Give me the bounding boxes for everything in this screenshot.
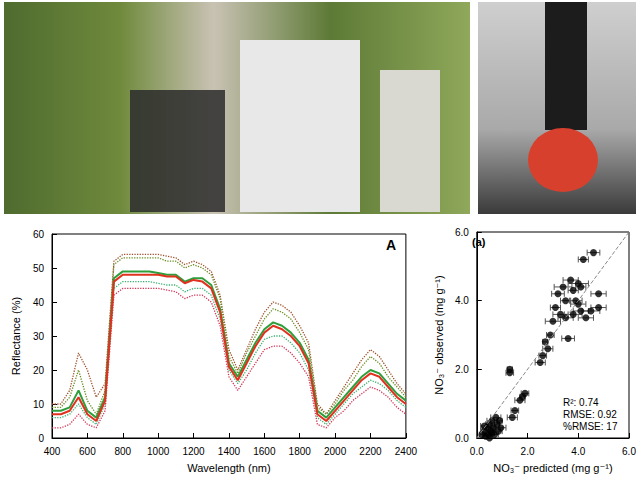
svg-text:2.0: 2.0 (521, 446, 535, 457)
svg-text:50: 50 (33, 263, 45, 274)
svg-text:40: 40 (33, 297, 45, 308)
svg-text:1200: 1200 (182, 446, 205, 457)
svg-text:4.0: 4.0 (571, 446, 585, 457)
svg-text:NO₃⁻ observed (mg g⁻¹): NO₃⁻ observed (mg g⁻¹) (433, 275, 445, 394)
svg-text:Wavelength (nm): Wavelength (nm) (187, 462, 270, 474)
svg-text:2200: 2200 (359, 446, 382, 457)
svg-text:A: A (386, 237, 396, 253)
svg-text:10: 10 (33, 399, 45, 410)
svg-text:6.0: 6.0 (455, 227, 469, 238)
svg-text:60: 60 (33, 229, 45, 240)
svg-text:2400: 2400 (395, 446, 418, 457)
svg-text:NO₃⁻ predicted (mg g⁻¹): NO₃⁻ predicted (mg g⁻¹) (493, 462, 612, 474)
svg-text:(a): (a) (472, 236, 486, 248)
svg-text:1000: 1000 (147, 446, 170, 457)
svg-text:0: 0 (38, 433, 44, 444)
svg-text:600: 600 (79, 446, 96, 457)
svg-text:20: 20 (33, 365, 45, 376)
svg-text:2.0: 2.0 (455, 364, 469, 375)
svg-text:0.0: 0.0 (455, 433, 469, 444)
svg-text:1600: 1600 (253, 446, 276, 457)
svg-text:%RMSE: 17: %RMSE: 17 (563, 421, 618, 432)
svg-text:30: 30 (33, 331, 45, 342)
svg-text:400: 400 (44, 446, 61, 457)
svg-text:1400: 1400 (218, 446, 241, 457)
svg-text:1800: 1800 (289, 446, 312, 457)
svg-text:4.0: 4.0 (455, 295, 469, 306)
svg-text:Reflectance (%): Reflectance (%) (10, 297, 22, 375)
svg-text:RMSE: 0.92: RMSE: 0.92 (563, 409, 617, 420)
svg-text:2000: 2000 (324, 446, 347, 457)
svg-text:6.0: 6.0 (622, 446, 636, 457)
svg-text:R²: 0.74: R²: 0.74 (563, 397, 599, 408)
svg-text:0.0: 0.0 (470, 446, 484, 457)
svg-text:800: 800 (114, 446, 131, 457)
